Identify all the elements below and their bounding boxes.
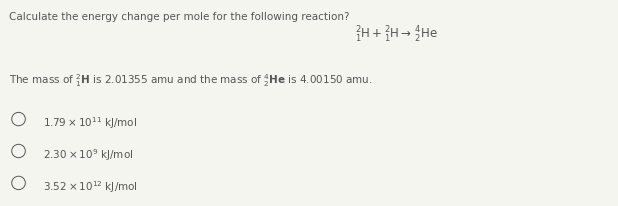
Text: The mass of $^2_1\mathbf{H}$ is 2.01355 amu and the mass of $^4_2\mathbf{He}$ is: The mass of $^2_1\mathbf{H}$ is 2.01355 … — [9, 72, 373, 89]
Text: Calculate the energy change per mole for the following reaction?: Calculate the energy change per mole for… — [9, 12, 350, 22]
Text: $3.52 \times 10^{12}$ kJ/mol: $3.52 \times 10^{12}$ kJ/mol — [43, 179, 138, 195]
Text: $^2_1\mathrm{H}+^2_1\mathrm{H}\rightarrow\,^4_2\mathrm{He}$: $^2_1\mathrm{H}+^2_1\mathrm{H}\rightarro… — [355, 25, 438, 45]
Text: $2.30 \times 10^{9}$ kJ/mol: $2.30 \times 10^{9}$ kJ/mol — [43, 147, 133, 163]
Text: $1.79 \times 10^{11}$ kJ/mol: $1.79 \times 10^{11}$ kJ/mol — [43, 115, 137, 131]
